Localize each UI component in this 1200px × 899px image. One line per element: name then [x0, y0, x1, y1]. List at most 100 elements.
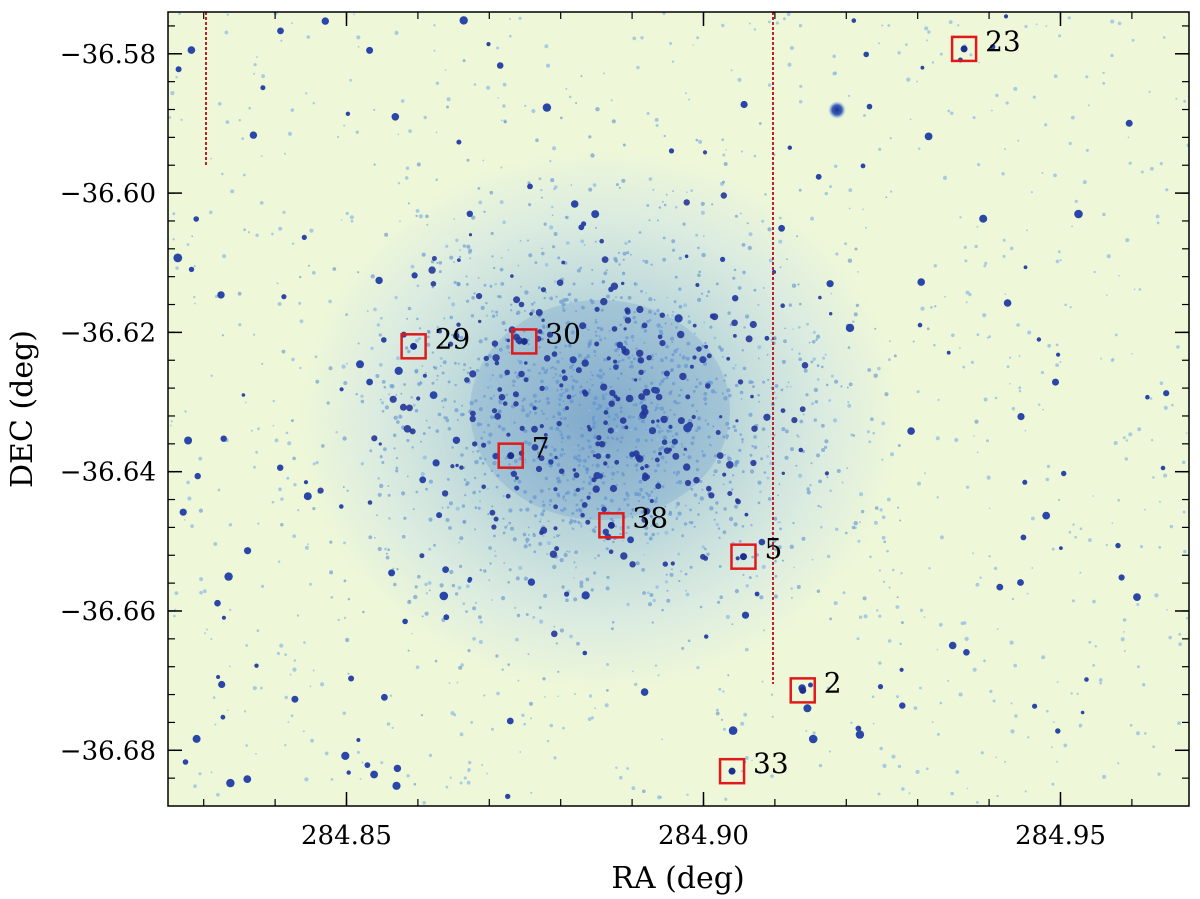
cluster-star: [431, 351, 434, 354]
faint-star: [948, 20, 953, 24]
bright-cluster-star: [750, 394, 754, 399]
cluster-star: [510, 309, 513, 312]
faint-star: [655, 124, 659, 127]
faint-star: [1124, 457, 1129, 461]
cluster-star: [559, 453, 564, 457]
cluster-star: [462, 347, 465, 350]
faint-star: [530, 791, 533, 794]
faint-star: [1111, 522, 1114, 524]
target-box: [718, 757, 746, 785]
faint-star: [983, 264, 987, 268]
cluster-star: [487, 440, 491, 445]
cluster-star: [604, 441, 608, 444]
target-star: [799, 686, 807, 694]
cluster-star: [701, 344, 705, 348]
bright-cluster-star: [749, 320, 757, 329]
cluster-star: [355, 393, 358, 396]
cluster-star: [532, 458, 536, 462]
cluster-star: [503, 562, 506, 564]
cluster-star: [665, 375, 669, 380]
cluster-star: [555, 379, 560, 384]
cluster-star: [728, 393, 732, 398]
cluster-star: [557, 256, 561, 260]
bright-cluster-star: [781, 471, 785, 475]
field-star: [581, 591, 590, 600]
cluster-star: [561, 519, 565, 522]
cluster-star: [611, 119, 616, 124]
bright-cluster-star: [472, 441, 478, 447]
bright-cluster-star: [539, 424, 544, 429]
faint-star: [549, 160, 552, 163]
bright-cluster-star: [483, 355, 489, 362]
field-star: [381, 337, 387, 343]
y-tick-label: −36.60: [60, 179, 156, 209]
cluster-star: [575, 508, 579, 512]
cluster-star: [543, 222, 547, 226]
cluster-glow: [300, 150, 900, 690]
cluster-star: [578, 403, 581, 407]
faint-star: [436, 325, 440, 329]
cluster-star: [581, 487, 585, 490]
faint-star: [1088, 538, 1092, 542]
faint-star: [1122, 436, 1126, 440]
cluster-star: [663, 134, 666, 138]
cluster-star: [541, 251, 545, 256]
cluster-star: [556, 359, 560, 364]
faint-star: [976, 333, 980, 337]
faint-star: [610, 99, 613, 102]
faint-star: [1004, 760, 1007, 763]
bright-cluster-star: [573, 472, 580, 479]
faint-star: [186, 480, 190, 485]
faint-star: [1152, 476, 1155, 479]
faint-star: [255, 450, 258, 454]
faint-star: [648, 177, 653, 181]
faint-star: [1009, 383, 1011, 385]
cluster-star: [292, 456, 296, 461]
cluster-star: [542, 503, 546, 507]
cluster-star: [791, 597, 793, 599]
field-star: [291, 695, 299, 703]
cluster-star: [734, 214, 738, 218]
bright-cluster-star: [600, 383, 608, 391]
faint-star: [225, 120, 230, 124]
cluster-star: [416, 162, 421, 167]
bright-cluster-star: [464, 377, 470, 383]
cluster-star: [685, 356, 690, 361]
cluster-star: [469, 367, 472, 369]
cluster-star: [406, 317, 409, 320]
cluster-star: [753, 435, 757, 439]
faint-star: [1058, 34, 1062, 38]
bright-cluster-star: [679, 372, 687, 381]
faint-star: [433, 24, 436, 27]
cluster-star: [569, 342, 572, 345]
faint-star: [391, 726, 394, 729]
cluster-star: [491, 314, 496, 318]
faint-star: [1117, 498, 1120, 502]
bright-cluster-star: [799, 406, 806, 413]
faint-star: [399, 220, 401, 223]
cluster-star: [528, 701, 534, 706]
cluster-star: [733, 428, 738, 433]
cluster-star: [613, 256, 618, 261]
cluster-star: [646, 204, 650, 207]
cluster-star: [885, 196, 888, 199]
cluster-star: [806, 490, 811, 495]
bright-cluster-star: [624, 425, 629, 430]
faint-star: [919, 686, 922, 690]
cluster-star: [622, 258, 625, 261]
cluster-star: [664, 505, 667, 508]
bright-cluster-star: [565, 406, 569, 411]
faint-star: [396, 356, 400, 361]
cluster-star: [466, 371, 470, 375]
faint-star: [557, 328, 560, 332]
field-star: [366, 378, 373, 386]
cluster-star: [580, 433, 585, 438]
cluster-star: [589, 517, 592, 519]
faint-star: [514, 606, 517, 609]
faint-star: [878, 147, 882, 151]
cluster-star: [390, 384, 395, 389]
bright-cluster-star: [518, 301, 525, 308]
cluster-star: [655, 496, 659, 500]
cluster-star: [407, 202, 410, 205]
faint-star: [1131, 38, 1135, 42]
